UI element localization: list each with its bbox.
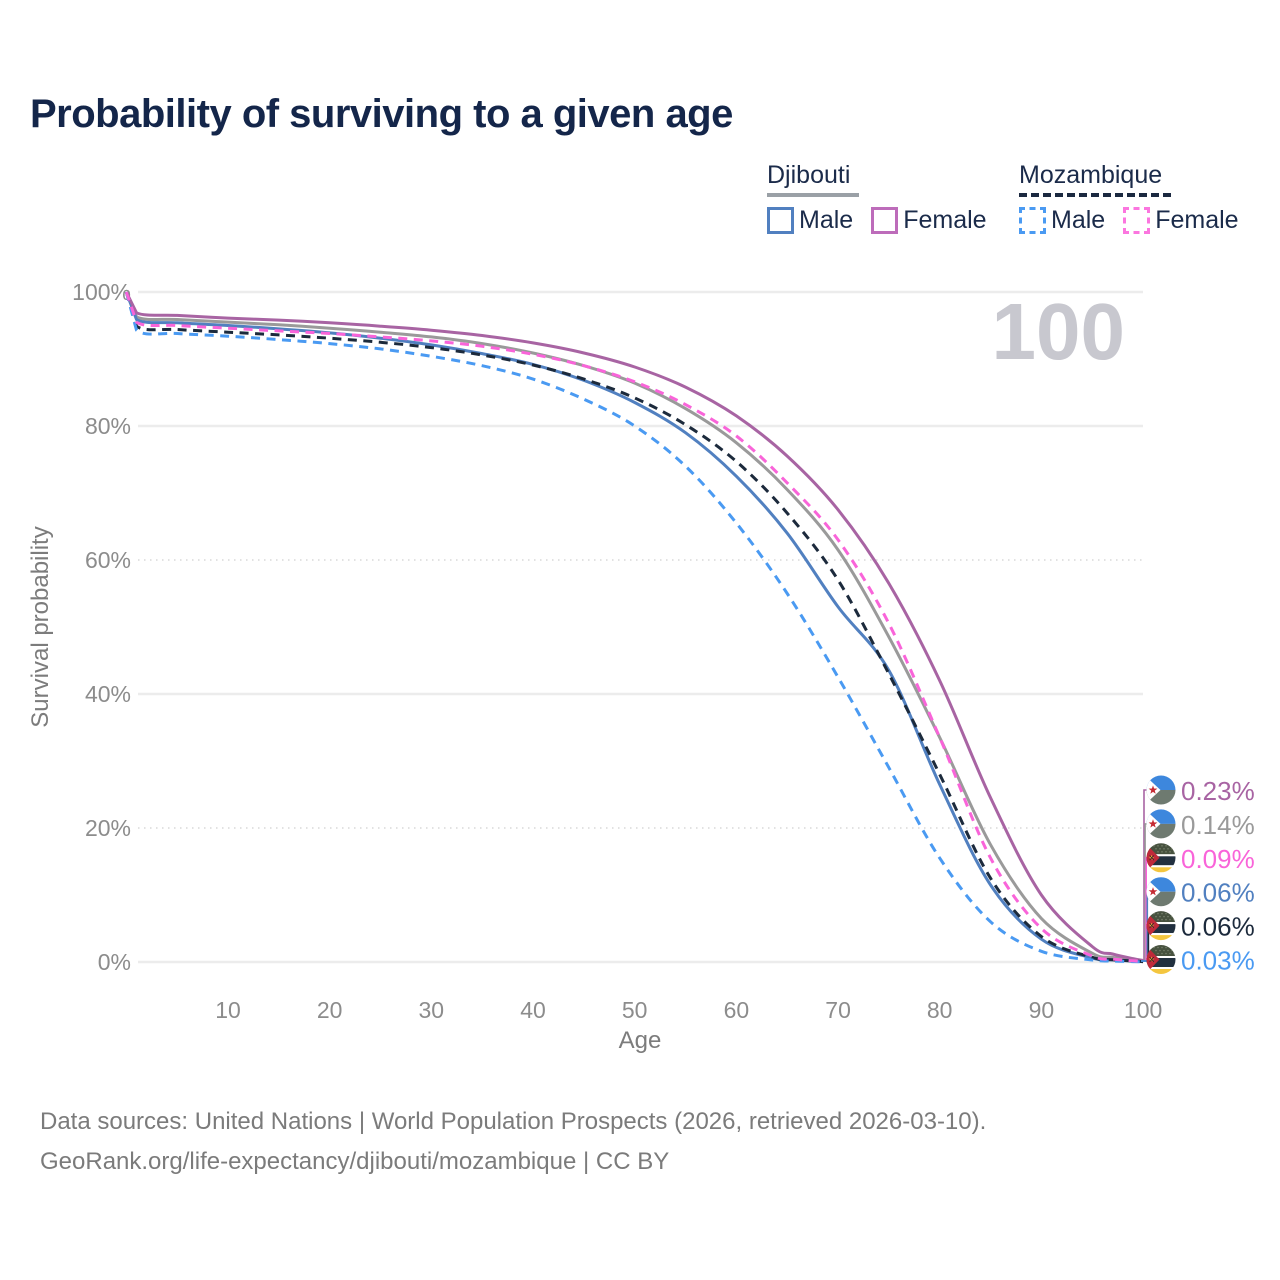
page-title: Probability of surviving to a given age	[30, 92, 733, 136]
djibouti-flag-icon	[1146, 809, 1176, 839]
legend-swatch-mozambique-male[interactable]	[1019, 207, 1046, 234]
legend-swatch-mozambique-female[interactable]	[1123, 207, 1151, 234]
x-tick-label-30: 30	[419, 997, 445, 1023]
legend-group-title-mozambique: Mozambique	[1019, 161, 1163, 189]
legend-group-mozambique: Mozambique Male Female	[1019, 161, 1239, 235]
djibouti-flag-icon	[1146, 775, 1176, 805]
mozambique-line-style-swatch	[1019, 193, 1171, 197]
end-label-value-djibouti-male: 0.06%	[1181, 878, 1255, 908]
djibouti-line-style-swatch	[767, 193, 859, 197]
djibouti-flag-icon	[1146, 877, 1176, 907]
y-tick-label-40: 40%	[85, 681, 131, 707]
legend-label-djibouti-male[interactable]: Male	[799, 206, 854, 234]
end-labels: 0.23% 0.14% 0.09% 0.06% 0.06% 0.03%	[1141, 775, 1255, 976]
end-label-value-mozambique-male: 0.03%	[1181, 946, 1255, 976]
legend-group-djibouti: Djibouti Male Female	[767, 161, 987, 235]
y-tick-label-20: 20%	[85, 815, 131, 841]
x-tick-label-20: 20	[317, 997, 343, 1023]
series-line-djibouti[interactable]	[124, 291, 1144, 963]
x-tick-label-50: 50	[622, 997, 648, 1023]
legend-swatch-djibouti-female[interactable]	[871, 207, 899, 234]
x-tick-label-40: 40	[520, 997, 546, 1023]
end-label-value-mozambique: 0.06%	[1181, 912, 1255, 942]
footer-sources-line: Data sources: United Nations | World Pop…	[40, 1108, 987, 1135]
legend-label-djibouti-female[interactable]: Female	[903, 206, 987, 234]
legend-group-title-djibouti: Djibouti	[767, 161, 851, 189]
x-tick-label-80: 80	[927, 997, 953, 1023]
x-tick-label-90: 90	[1029, 997, 1055, 1023]
series-line-mozambique-male[interactable]	[124, 291, 1144, 964]
legend-label-mozambique-female[interactable]: Female	[1155, 206, 1239, 234]
mozambique-flag-icon	[1146, 911, 1176, 941]
axis-labels: 0% 20% 40% 60% 80% 100% 10 20 30 40 50 60 70 80 90 100 A…	[27, 279, 1162, 1054]
y-tick-label-80: 80%	[85, 413, 131, 439]
y-tick-label-60: 60%	[85, 547, 131, 573]
legend-swatch-djibouti-male[interactable]	[767, 207, 794, 234]
mozambique-flag-icon	[1146, 945, 1176, 975]
y-tick-label-100: 100%	[72, 279, 131, 305]
series-line-mozambique[interactable]	[124, 291, 1144, 964]
gridlines	[138, 290, 1143, 964]
series-lines	[124, 291, 1144, 964]
mozambique-flag-icon	[1146, 843, 1176, 873]
series-line-mozambique-female[interactable]	[124, 291, 1144, 963]
x-axis-title: Age	[619, 1027, 662, 1054]
footer: Data sources: United Nations | World Pop…	[40, 1102, 986, 1182]
series-line-djibouti-female[interactable]	[124, 291, 1144, 962]
age-counter: 100	[991, 287, 1125, 376]
x-tick-label-100: 100	[1124, 997, 1162, 1023]
legend-label-mozambique-male[interactable]: Male	[1051, 206, 1106, 234]
x-tick-label-60: 60	[724, 997, 750, 1023]
end-label-value-mozambique-female: 0.09%	[1181, 844, 1255, 874]
end-label-value-djibouti-female: 0.23%	[1181, 776, 1255, 806]
x-tick-label-10: 10	[215, 997, 241, 1023]
y-axis-title: Survival probability	[27, 526, 54, 727]
x-tick-label-70: 70	[825, 997, 851, 1023]
y-tick-label-0: 0%	[98, 949, 131, 975]
footer-attribution-line: GeoRank.org/life-expectancy/djibouti/moz…	[40, 1148, 670, 1175]
end-label-value-djibouti: 0.14%	[1181, 810, 1255, 840]
